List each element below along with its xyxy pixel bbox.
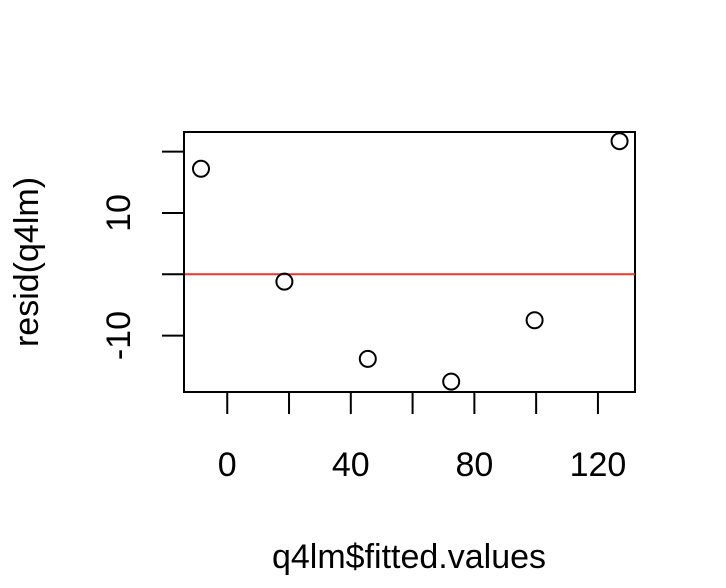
data-point <box>525 311 544 330</box>
data-point <box>275 272 294 291</box>
data-points <box>191 132 629 391</box>
y-axis-label: resid(q4lm) <box>8 177 46 347</box>
x-tick-label: 80 <box>455 446 493 484</box>
x-tick-label: 120 <box>570 446 627 484</box>
plot-frame <box>183 131 636 393</box>
data-point <box>610 132 629 151</box>
y-tick-label: -10 <box>100 311 138 360</box>
x-tick-label: 40 <box>332 446 370 484</box>
data-point <box>442 372 461 391</box>
x-tick-label: 0 <box>218 446 237 484</box>
data-point <box>191 159 210 178</box>
x-axis: 0 40 80 120 <box>218 391 627 484</box>
y-tick-label: 10 <box>100 194 138 232</box>
y-axis: -10 10 <box>100 150 185 360</box>
data-point <box>358 349 377 368</box>
x-axis-label: q4lm$fitted.values <box>272 538 546 576</box>
